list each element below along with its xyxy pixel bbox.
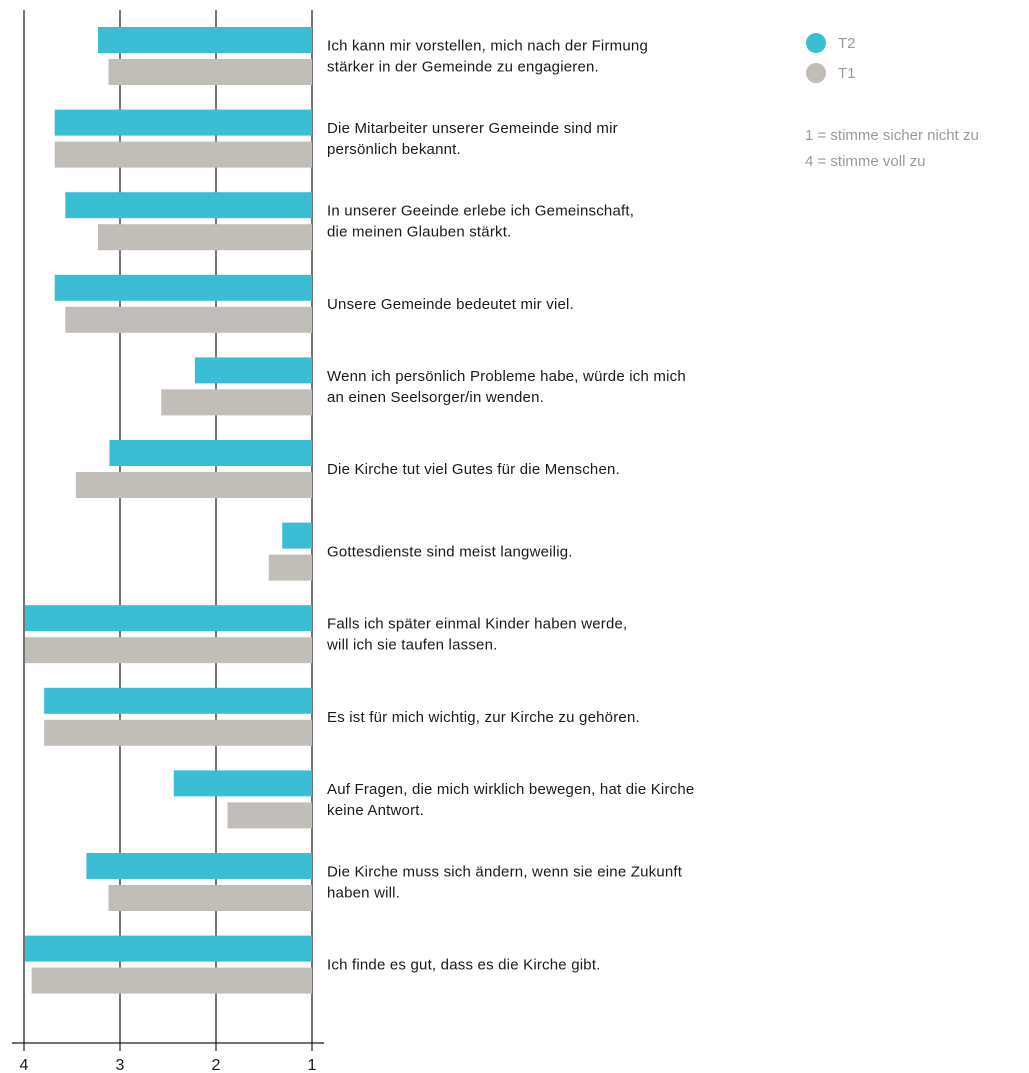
bar-t1-6 <box>75 472 312 498</box>
bar-t2-8 <box>24 605 313 632</box>
category-label-6: Die Kirche tut viel Gutes für die Mensch… <box>327 461 620 478</box>
category-label-3: In unserer Geeinde erlebe ich Gemeinscha… <box>327 203 634 241</box>
category-label-line: an einen Seelsorger/in wenden. <box>327 389 544 406</box>
category-label-line: Ich finde es gut, dass es die Kirche gib… <box>327 957 601 974</box>
x-tick-label-1: 1 <box>308 1057 317 1073</box>
bar-t1-2 <box>54 141 312 168</box>
scale-note: 1 = stimme sicher nicht zu 4 = stimme vol… <box>805 127 979 170</box>
bar-t2-2 <box>54 109 312 136</box>
bar-t2-6 <box>109 440 312 466</box>
category-label-5: Wenn ich persönlich Probleme habe, würde… <box>327 368 686 406</box>
bar-t2-12 <box>24 935 313 962</box>
category-labels: Ich kann mir vorstellen, mich nach der F… <box>326 38 694 974</box>
category-label-line: Ich kann mir vorstellen, mich nach der F… <box>327 38 648 55</box>
category-label-line: will ich sie taufen lassen. <box>326 637 497 654</box>
bar-t1-4 <box>65 306 312 333</box>
legend: T2 T1 <box>806 33 856 83</box>
bar-t2-4 <box>54 274 312 301</box>
bar-t1-8 <box>24 637 313 664</box>
bar-t1-7 <box>268 554 312 581</box>
category-label-9: Es ist für mich wichtig, zur Kirche zu g… <box>327 709 640 726</box>
legend-swatch-t1 <box>806 63 826 83</box>
bar-t1-1 <box>108 59 312 85</box>
category-label-line: Wenn ich persönlich Probleme habe, würde… <box>327 368 686 385</box>
x-axis: 4 3 2 1 <box>12 1042 324 1073</box>
category-label-line: keine Antwort. <box>327 802 424 819</box>
category-label-7: Gottesdienste sind meist langweilig. <box>327 544 573 561</box>
x-tick-label-2: 2 <box>212 1057 221 1073</box>
category-label-line: die meinen Glauben stärkt. <box>327 224 511 241</box>
x-tick-label-3: 3 <box>116 1057 125 1073</box>
bar-t1-12 <box>31 967 313 994</box>
category-label-line: Falls ich später einmal Kinder haben wer… <box>327 616 627 633</box>
category-label-line: Die Mitarbeiter unserer Gemeinde sind mi… <box>327 120 618 137</box>
x-tick-label-4: 4 <box>20 1057 29 1073</box>
bar-t1-9 <box>44 719 312 746</box>
category-label-11: Die Kirche muss sich ändern, wenn sie ei… <box>327 864 683 902</box>
category-label-line: Gottesdienste sind meist langweilig. <box>327 544 573 561</box>
category-label-line: Auf Fragen, die mich wirklich bewegen, h… <box>327 781 694 798</box>
category-label-4: Unsere Gemeinde bedeutet mir viel. <box>327 296 574 313</box>
category-label-line: Es ist für mich wichtig, zur Kirche zu g… <box>327 709 640 726</box>
bars <box>24 27 313 994</box>
category-label-1: Ich kann mir vorstellen, mich nach der F… <box>327 38 648 76</box>
bar-t2-1 <box>97 27 312 53</box>
bar-t1-3 <box>97 224 312 251</box>
bar-t2-11 <box>86 853 313 879</box>
legend-label-t2: T2 <box>838 35 856 52</box>
category-label-line: haben will. <box>327 885 400 902</box>
category-label-10: Auf Fragen, die mich wirklich bewegen, h… <box>327 781 694 819</box>
category-label-line: Die Kirche muss sich ändern, wenn sie ei… <box>327 864 683 881</box>
category-label-12: Ich finde es gut, dass es die Kirche gib… <box>327 957 601 974</box>
bar-t1-10 <box>227 802 312 829</box>
category-label-2: Die Mitarbeiter unserer Gemeinde sind mi… <box>327 120 618 158</box>
bar-t1-5 <box>161 389 312 416</box>
legend-label-t1: T1 <box>838 65 856 82</box>
scale-note-line-1: 1 = stimme sicher nicht zu <box>805 127 979 144</box>
category-label-line: persönlich bekannt. <box>327 141 461 158</box>
category-label-line: Unsere Gemeinde bedeutet mir viel. <box>327 296 574 313</box>
bar-t1-11 <box>108 885 312 911</box>
category-label-8: Falls ich später einmal Kinder haben wer… <box>326 616 627 654</box>
bar-t2-7 <box>282 522 312 549</box>
bar-t2-5 <box>194 357 312 384</box>
category-label-line: Die Kirche tut viel Gutes für die Mensch… <box>327 461 620 478</box>
bar-t2-10 <box>173 770 312 797</box>
category-label-line: stärker in der Gemeinde zu engagieren. <box>327 59 599 76</box>
legend-swatch-t2 <box>806 33 826 53</box>
bar-t2-3 <box>65 192 312 219</box>
bar-t2-9 <box>44 687 312 714</box>
scale-note-line-2: 4 = stimme voll zu <box>805 153 925 170</box>
category-label-line: In unserer Geeinde erlebe ich Gemeinscha… <box>327 203 634 220</box>
